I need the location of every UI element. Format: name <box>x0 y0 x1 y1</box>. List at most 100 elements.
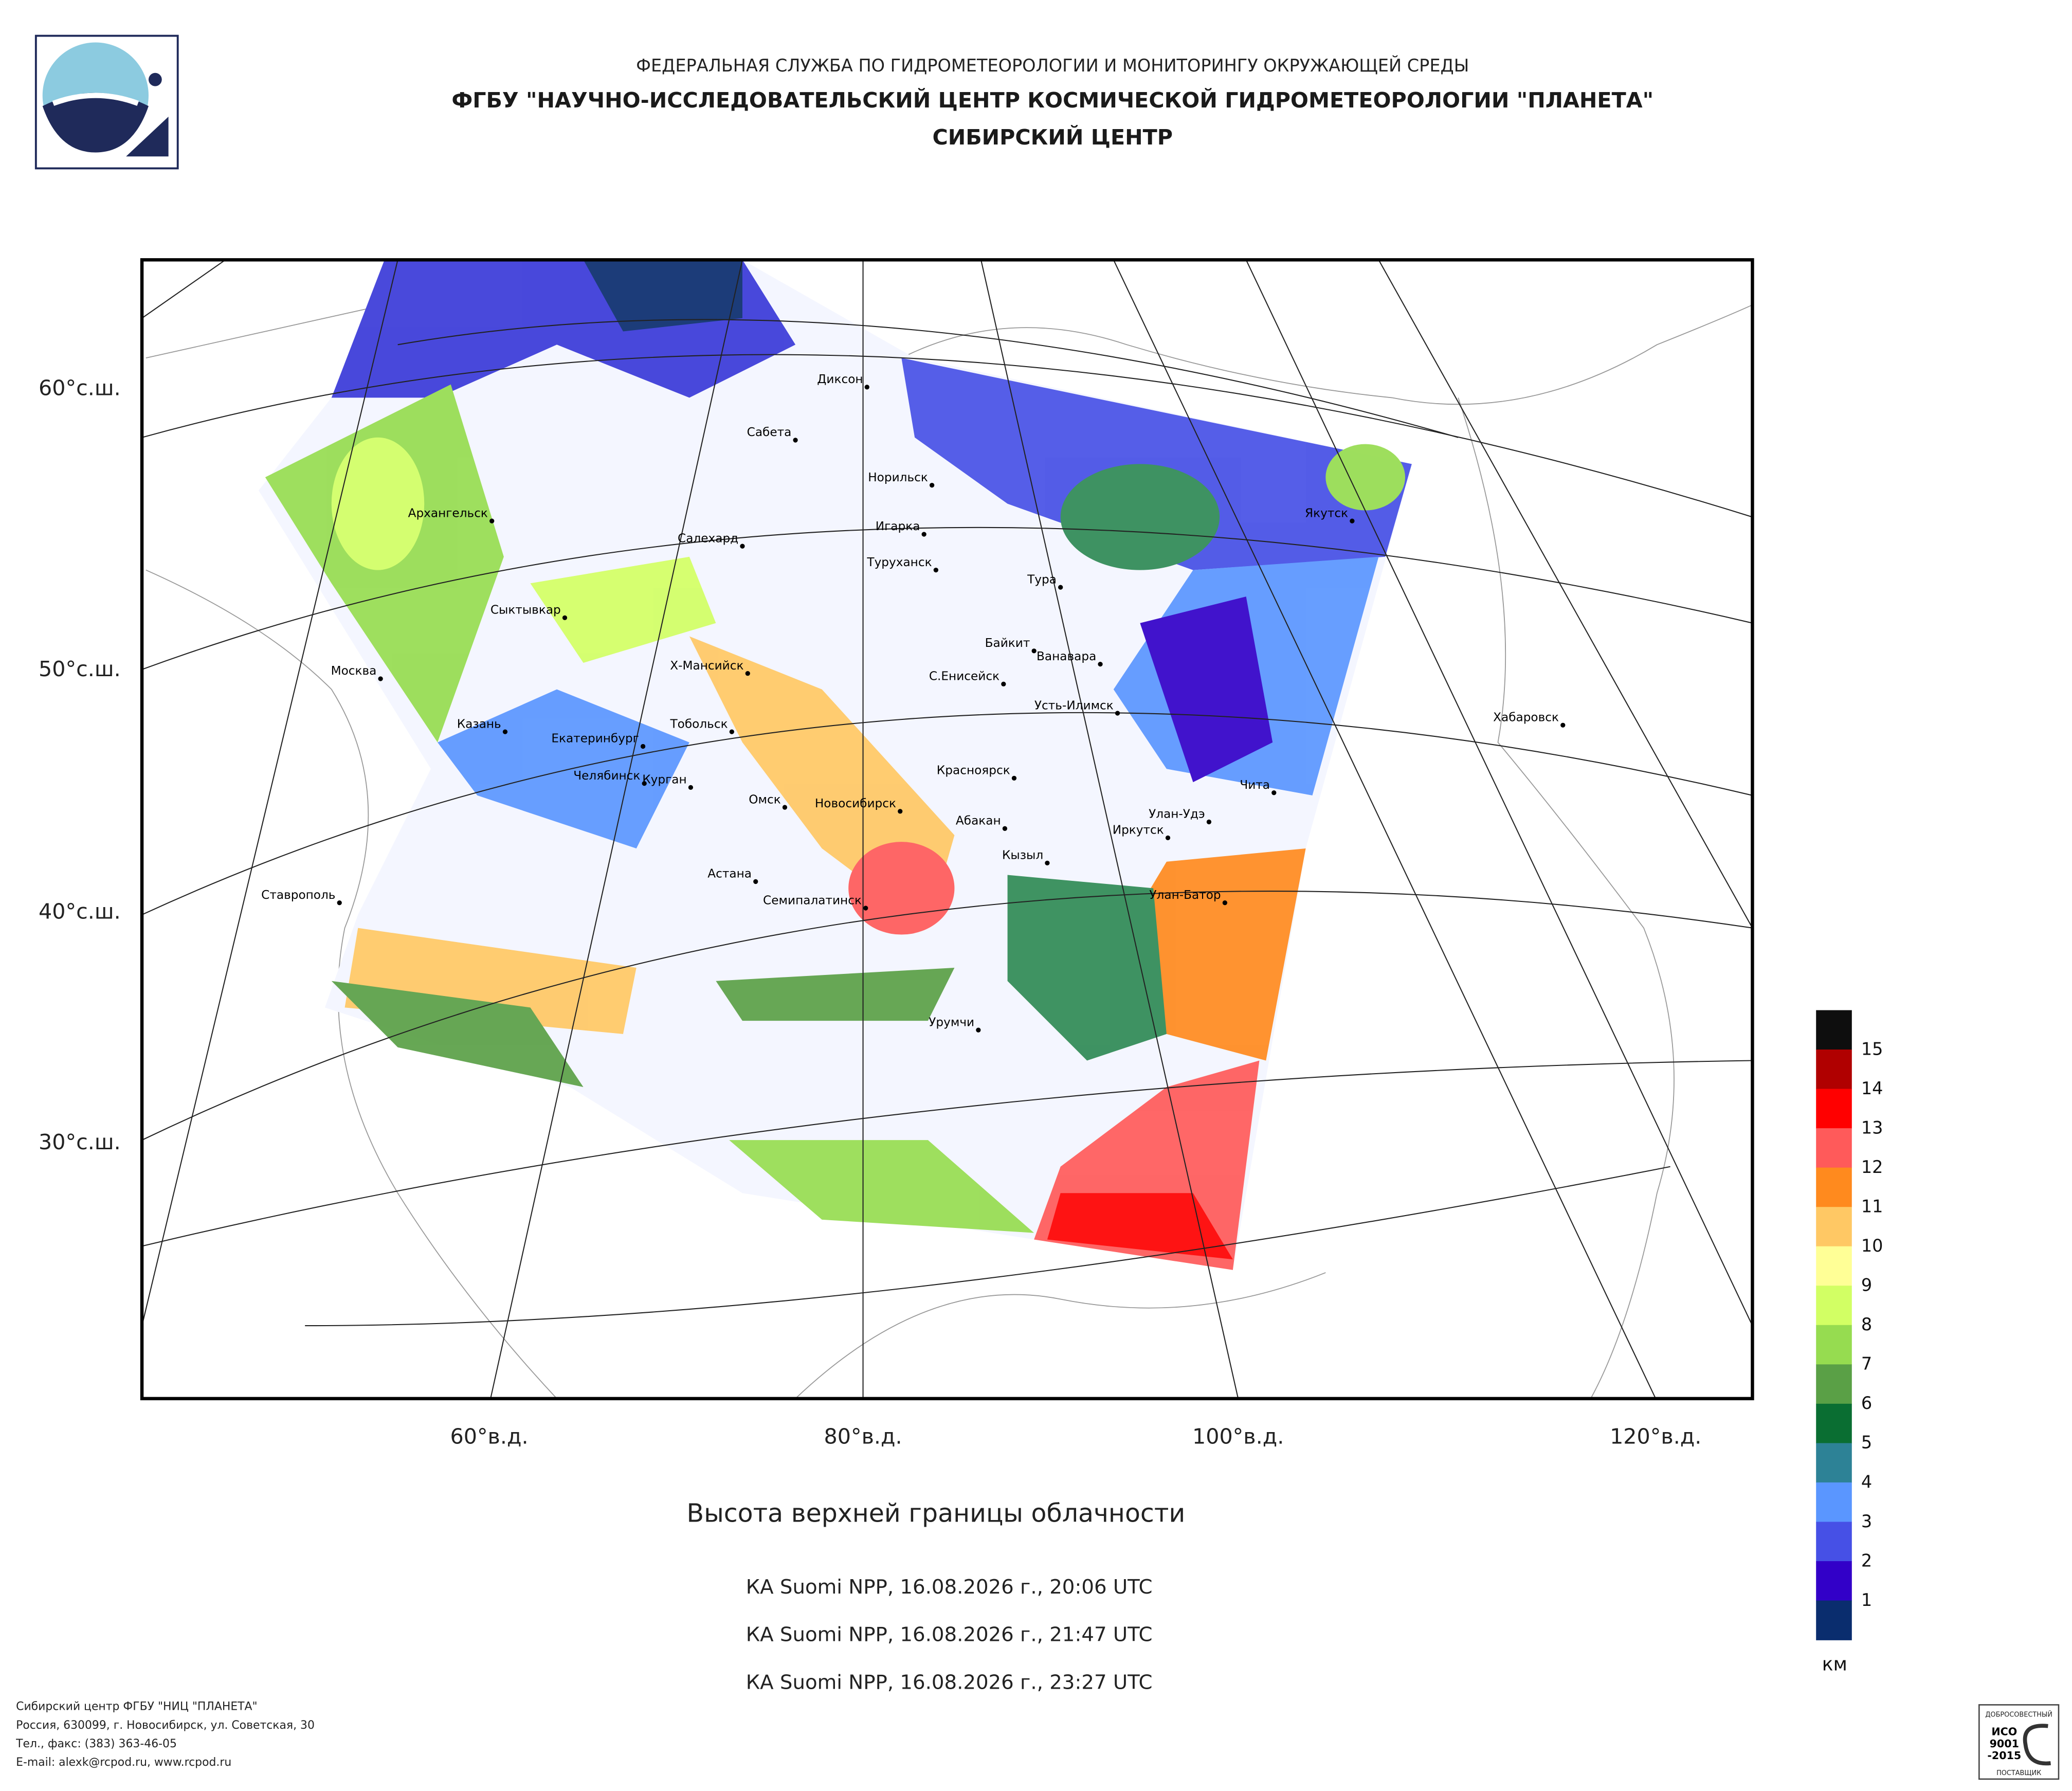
lon-label: 80°в.д. <box>824 1424 902 1449</box>
legend-label: 11 <box>1861 1197 1883 1217</box>
footer-line: Тел., факс: (383) 363-46-05 <box>15 1738 177 1750</box>
lat-label: 40°с.ш. <box>39 899 121 924</box>
city-label: Челябинск <box>573 769 640 783</box>
city-dot <box>1271 790 1277 795</box>
legend-label: 15 <box>1861 1039 1883 1059</box>
map: Диксон Сабета Норильск Игарка Архангельск Сал… <box>142 260 1753 1399</box>
city-dot <box>1011 775 1017 781</box>
city-dot <box>1045 860 1050 865</box>
city-dot <box>378 676 383 681</box>
legend: 15 14 13 12 11 10 9 8 7 6 5 4 3 2 1 км <box>1816 1010 1883 1675</box>
city-dot <box>745 671 750 676</box>
cities: Диксон Сабета Норильск Игарка Архангельск Сал… <box>261 372 1566 1033</box>
legend-swatch <box>1816 1050 1852 1090</box>
city-label: Сабета <box>747 425 792 439</box>
legend-swatch <box>1816 1443 1852 1483</box>
city-label: Улан-Батор <box>1149 888 1221 902</box>
legend-swatch <box>1816 1403 1852 1444</box>
city-label: Новосибирск <box>815 797 896 810</box>
pass-line: КА Suomi NPP, 16.08.2026 г., 23:27 UTC <box>746 1671 1153 1694</box>
city-label: Чита <box>1240 778 1270 792</box>
legend-swatch <box>1816 1207 1852 1247</box>
header-line: ФГБУ "НАУЧНО-ИССЛЕДОВАТЕЛЬСКИЙ ЦЕНТР КОС… <box>451 88 1653 113</box>
legend-label: 5 <box>1861 1433 1872 1453</box>
city-label: Курган <box>642 773 686 787</box>
city-label: Туруханск <box>866 555 932 569</box>
legend-label: 10 <box>1861 1236 1883 1256</box>
city-label: Екатеринбург <box>551 732 639 746</box>
graticule <box>142 260 1753 1399</box>
legend-label: 4 <box>1861 1472 1872 1492</box>
badge-text: -2015 <box>1987 1749 2021 1762</box>
city-dot <box>642 781 647 786</box>
footer-line: Россия, 630099, г. Новосибирск, ул. Сове… <box>16 1719 315 1732</box>
legend-swatch <box>1816 1325 1852 1365</box>
legend-label: 14 <box>1861 1078 1883 1098</box>
city-dot <box>864 385 869 390</box>
passes: КА Suomi NPP, 16.08.2026 г., 20:06 UTC КА… <box>746 1576 1153 1694</box>
city-dot <box>502 729 508 734</box>
city-label: Абакан <box>956 814 1001 828</box>
city-label: Москва <box>331 664 377 678</box>
city-dot <box>1098 661 1103 667</box>
badge-text: ИСО <box>1991 1726 2017 1738</box>
city-dot <box>1031 648 1037 654</box>
city-label: Архангельск <box>408 506 488 520</box>
legend-label: 9 <box>1861 1275 1872 1295</box>
badge-text: 9001 <box>1990 1738 2019 1750</box>
city-dot <box>337 900 342 906</box>
header-line: ФЕДЕРАЛЬНАЯ СЛУЖБА ПО ГИДРОМЕТЕОРОЛОГИИ … <box>636 55 1469 76</box>
city-dot <box>1002 826 1008 831</box>
legend-swatch <box>1816 1246 1852 1287</box>
city-dot <box>562 615 568 621</box>
lon-label: 120°в.д. <box>1610 1424 1701 1449</box>
legend-label: 2 <box>1861 1550 1872 1570</box>
city-label: Игарка <box>876 519 920 533</box>
legend-swatch <box>1816 1167 1852 1207</box>
city-dot <box>1115 711 1120 716</box>
city-label: Х-Мансийск <box>670 659 743 673</box>
city-dot <box>1001 681 1006 686</box>
city-dot <box>793 438 798 443</box>
city-dot <box>863 906 868 911</box>
city-dot <box>1165 835 1171 840</box>
pass-line: КА Suomi NPP, 16.08.2026 г., 20:06 UTC <box>746 1576 1153 1599</box>
city-label: Красноярск <box>937 764 1010 777</box>
city-label: Байкит <box>985 636 1030 650</box>
pass-line: КА Suomi NPP, 16.08.2026 г., 21:47 UTC <box>746 1623 1153 1647</box>
legend-label: 6 <box>1861 1393 1872 1413</box>
badge-text: ПОСТАВЩИК <box>1996 1769 2041 1777</box>
city-dot <box>1058 585 1063 590</box>
city-dot <box>921 532 926 537</box>
city-label: Тура <box>1027 572 1057 586</box>
badge-text: ДОБРОСОВЕСТНЫЙ <box>1985 1711 2052 1719</box>
city-label: Усть-Илимск <box>1034 698 1114 712</box>
city-dot <box>1206 819 1212 825</box>
legend-swatch <box>1816 1364 1852 1404</box>
city-label: Хабаровск <box>1493 710 1559 724</box>
legend-label: 3 <box>1861 1511 1872 1531</box>
city-label: С.Енисейск <box>929 670 999 683</box>
legend-swatch <box>1816 1010 1852 1050</box>
iso-badge: ДОБРОСОВЕСТНЫЙ ИСО 9001 -2015 ПОСТАВЩИК <box>1978 1704 2060 1780</box>
city-dot <box>640 744 646 749</box>
logo <box>34 34 179 170</box>
city-dot <box>976 1027 981 1033</box>
city-dot <box>753 879 758 884</box>
city-dot <box>1350 518 1355 523</box>
city-label: Казань <box>457 717 501 731</box>
map-frame <box>140 258 1754 1401</box>
legend-label: 1 <box>1861 1590 1872 1610</box>
legend-swatch <box>1816 1482 1852 1523</box>
lon-label: 100°в.д. <box>1192 1424 1284 1449</box>
city-label: Якутск <box>1305 506 1348 520</box>
legend-swatch <box>1816 1089 1852 1129</box>
city-label: Астана <box>707 867 752 881</box>
city-label: Иркутск <box>1113 823 1164 837</box>
city-label: Сыктывкар <box>490 603 561 617</box>
city-dot <box>898 809 903 814</box>
footer-line: Сибирский центр ФГБУ "НИЦ "ПЛАНЕТА" <box>16 1700 257 1713</box>
legend-label: 7 <box>1861 1354 1872 1374</box>
header-line: СИБИРСКИЙ ЦЕНТР <box>932 125 1173 150</box>
